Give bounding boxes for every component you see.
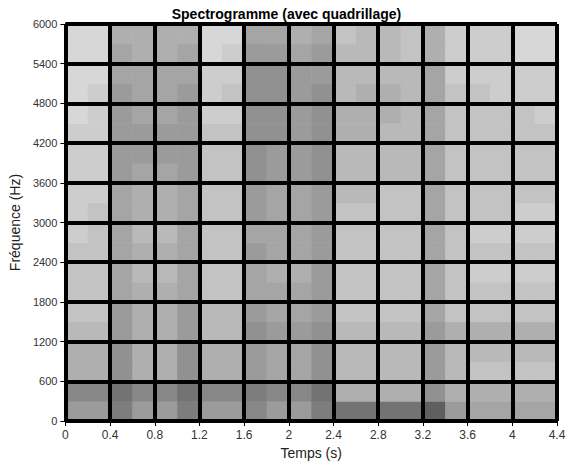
svg-text:2: 2 [285,428,292,442]
svg-text:2400: 2400 [33,256,57,268]
svg-text:Fréquence (Hz): Fréquence (Hz) [7,174,23,271]
svg-text:4800: 4800 [33,97,57,109]
svg-text:2.8: 2.8 [370,428,387,442]
svg-text:0.4: 0.4 [102,428,119,442]
svg-text:1.2: 1.2 [191,428,208,442]
svg-text:2.4: 2.4 [325,428,342,442]
svg-text:1800: 1800 [33,296,57,308]
svg-text:6000: 6000 [33,18,57,30]
svg-text:4200: 4200 [33,137,57,149]
svg-text:0.8: 0.8 [146,428,163,442]
svg-text:5400: 5400 [33,58,57,70]
svg-text:4.4: 4.4 [549,428,566,442]
svg-text:0: 0 [62,428,69,442]
svg-text:3.2: 3.2 [415,428,432,442]
svg-text:3.6: 3.6 [459,428,476,442]
svg-text:600: 600 [39,375,57,387]
svg-text:1.6: 1.6 [236,428,253,442]
svg-text:0: 0 [51,415,57,427]
svg-text:4: 4 [509,428,516,442]
svg-text:3000: 3000 [33,217,57,229]
svg-text:Spectrogramme (avec quadrillag: Spectrogramme (avec quadrillage) [172,6,402,22]
svg-text:3600: 3600 [33,177,57,189]
svg-text:1200: 1200 [33,336,57,348]
svg-text:Temps (s): Temps (s) [280,445,341,461]
